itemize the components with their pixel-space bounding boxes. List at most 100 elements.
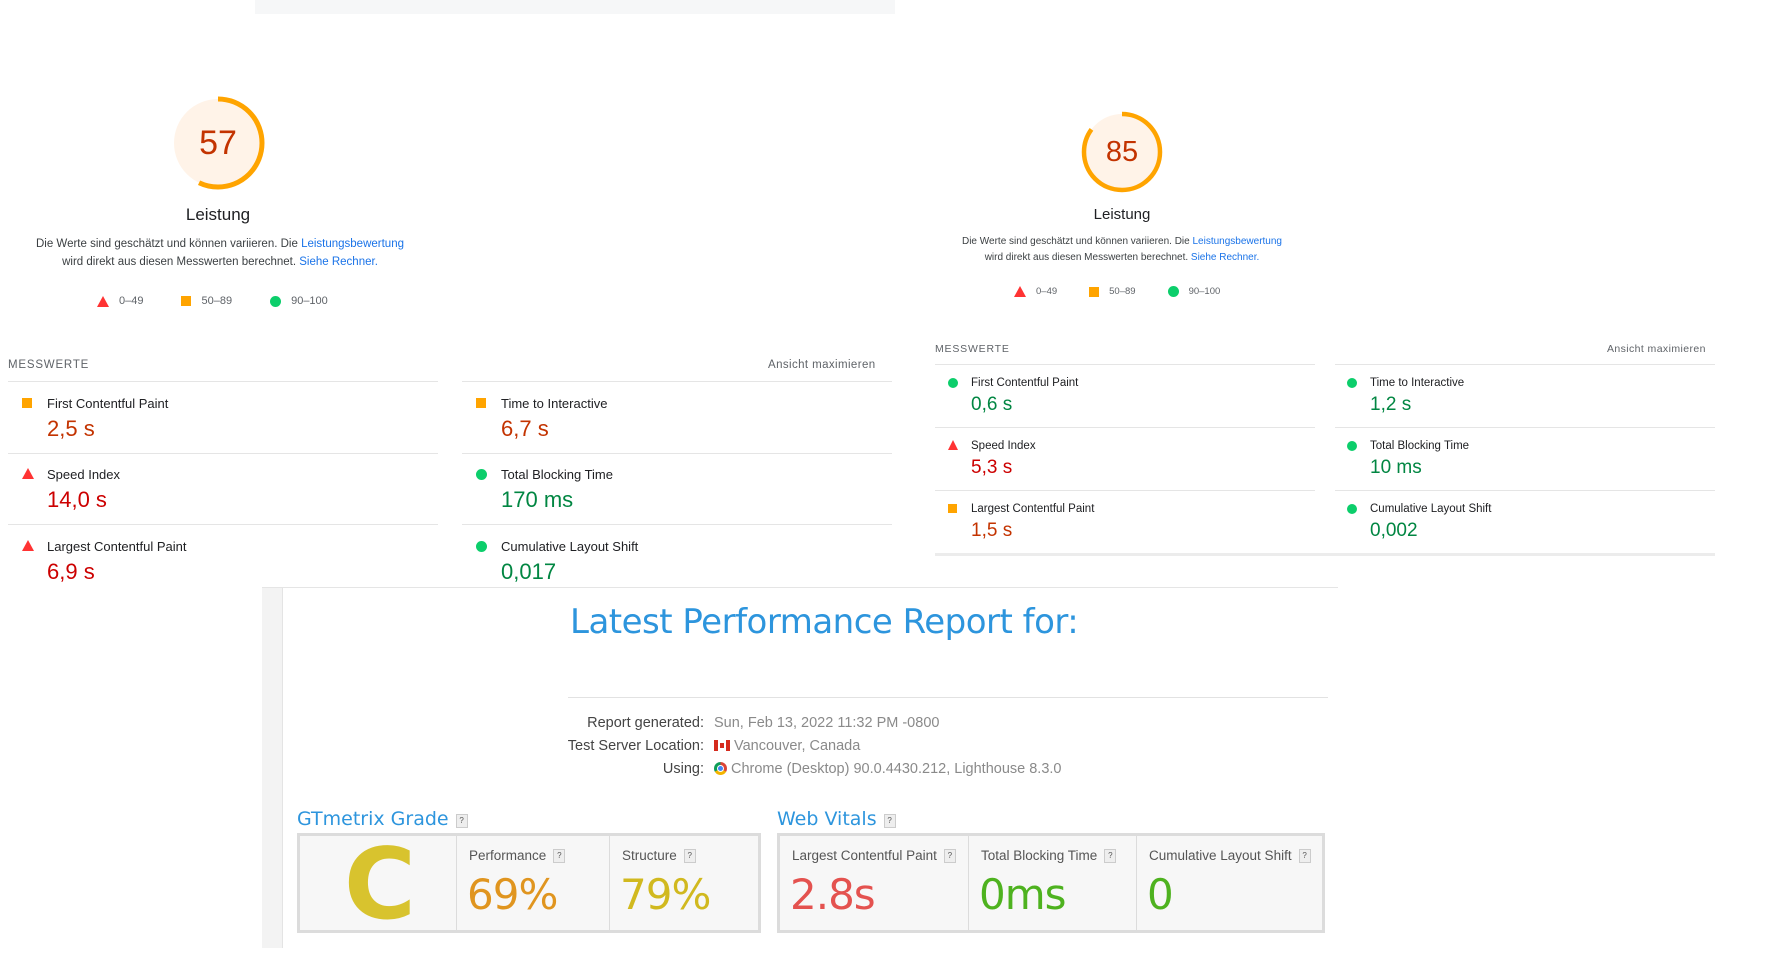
legend-pass: 90–100 <box>270 295 328 307</box>
metric-label: Time to Interactive <box>1370 377 1465 389</box>
calculator-link[interactable]: Siehe Rechner. <box>299 255 378 268</box>
metric-label: Time to Interactive <box>501 396 608 411</box>
pass-circle-icon <box>1347 378 1357 388</box>
calculator-link[interactable]: Siehe Rechner. <box>1190 251 1260 263</box>
fail-triangle-icon <box>22 540 34 551</box>
legend-average-label: 50–89 <box>1109 286 1136 297</box>
cell-header: Performance? <box>469 848 566 863</box>
metric-value: 0,6 s <box>971 394 1013 415</box>
legend-pass-label: 90–100 <box>1188 286 1221 297</box>
divider <box>935 427 1315 428</box>
lcp-value: 2.8s <box>790 870 876 919</box>
fail-triangle-icon <box>948 440 958 450</box>
help-icon[interactable]: ? <box>1298 849 1311 863</box>
using-row: Using: Chrome (Desktop) 90.0.4430.212, Li… <box>514 761 1062 777</box>
legend-average: 50–89 <box>181 295 232 307</box>
pass-circle-icon <box>476 541 487 552</box>
performance-value: 69% <box>467 870 558 919</box>
description: Die Werte sind geschätzt und können vari… <box>10 236 430 272</box>
lighthouse-panel-left: 57 Leistung Die Werte sind geschätzt und… <box>0 0 900 590</box>
divider <box>935 490 1315 491</box>
pass-circle-icon <box>476 469 487 480</box>
lcp-cell: Largest Contentful Paint? 2.8s <box>780 836 969 930</box>
score-value: 57 <box>199 124 237 162</box>
description-text-1: Die Werte sind geschätzt und können vari… <box>35 238 302 250</box>
web-vitals-title: Web Vitals <box>777 808 877 830</box>
divider <box>935 364 1315 365</box>
description-text-2: wird direkt aus diesen Messwerten berech… <box>984 251 1191 263</box>
gtmetrix-grade-heading: GTmetrix Grade? <box>297 808 468 830</box>
average-square-icon <box>22 398 32 408</box>
structure-cell: Structure? 79% <box>610 836 758 930</box>
gauge-ring <box>171 96 265 190</box>
metric-label: First Contentful Paint <box>47 396 169 411</box>
gtmetrix-top-border <box>262 587 1338 588</box>
help-icon[interactable]: ? <box>553 849 566 863</box>
fail-triangle-icon <box>22 468 34 479</box>
score-legend: 0–49 50–89 90–100 <box>1014 286 1258 297</box>
pass-circle-icon <box>1347 441 1357 451</box>
cls-label: Cumulative Layout Shift <box>1149 848 1292 863</box>
metric-label: First Contentful Paint <box>971 377 1079 389</box>
divider <box>8 381 438 382</box>
metric-label: Cumulative Layout Shift <box>501 539 639 554</box>
metrics-heading: MESSWERTE <box>8 359 90 371</box>
divider <box>8 453 438 454</box>
divider <box>568 697 1328 698</box>
metric-value: 6,9 s <box>47 559 95 584</box>
metric-label: Largest Contentful Paint <box>971 503 1095 515</box>
help-icon[interactable]: ? <box>1104 849 1117 863</box>
metric-label: Total Blocking Time <box>501 467 613 482</box>
description-text-2: wird direkt aus diesen Messwerten berech… <box>62 255 300 268</box>
metric-value: 5,3 s <box>971 457 1013 478</box>
info-key: Using: <box>662 761 704 777</box>
report-title: Latest Performance Report for: <box>570 602 1079 642</box>
metrics-heading: MESSWERTE <box>935 343 1010 355</box>
divider <box>1335 427 1715 428</box>
structure-label: Structure <box>622 848 677 863</box>
divider <box>1335 364 1715 365</box>
legend-fail-label: 0–49 <box>1036 286 1058 297</box>
divider <box>935 553 1715 556</box>
metric-value: 1,2 s <box>1370 394 1412 415</box>
cls-value: 0 <box>1147 870 1174 919</box>
grade-cell: C <box>300 828 457 942</box>
metric-label: Cumulative Layout Shift <box>1370 503 1492 515</box>
info-key: Test Server Location: <box>567 738 704 754</box>
metric-label: Largest Contentful Paint <box>47 539 187 554</box>
help-icon[interactable]: ? <box>943 849 956 863</box>
help-icon[interactable]: ? <box>455 814 468 828</box>
help-icon[interactable]: ? <box>683 849 696 863</box>
divider <box>462 453 892 454</box>
gtmetrix-grade-box: C Performance? 69% Structure? 79% <box>297 828 761 942</box>
scoring-link[interactable]: Leistungsbewertung <box>1192 236 1282 247</box>
divider <box>462 381 892 382</box>
fail-triangle-icon <box>97 295 109 307</box>
scoring-link[interactable]: Leistungsbewertung <box>301 238 404 250</box>
help-icon[interactable]: ? <box>883 814 896 828</box>
grade-letter: C <box>344 828 416 942</box>
category-title: Leistung <box>185 205 251 224</box>
metric-value: 1,5 s <box>971 520 1013 541</box>
cell-header: Largest Contentful Paint? <box>792 848 956 863</box>
info-value-wrap: Chrome (Desktop) 90.0.4430.212, Lighthou… <box>714 761 1062 777</box>
info-value: Vancouver, Canada <box>734 738 861 754</box>
metric-label: Speed Index <box>971 440 1036 452</box>
tbt-cell: Total Blocking Time? 0ms <box>969 836 1137 930</box>
fail-triangle-icon <box>1014 286 1026 297</box>
metric-label: Speed Index <box>47 467 121 482</box>
description: Die Werte sind geschätzt und können vari… <box>937 234 1307 265</box>
structure-value: 79% <box>620 870 711 919</box>
lighthouse-panel-right: 85 Leistung Die Werte sind geschätzt und… <box>915 0 1735 570</box>
pass-circle-icon <box>1347 504 1357 514</box>
pass-circle-icon <box>270 295 282 307</box>
legend-fail-label: 0–49 <box>119 295 144 307</box>
chrome-icon <box>714 762 727 775</box>
legend-pass: 90–100 <box>1167 286 1221 297</box>
gauge-ring <box>1081 111 1163 193</box>
maximize-view-toggle[interactable]: Ansicht maximieren <box>768 359 876 371</box>
tbt-label: Total Blocking Time <box>981 848 1098 863</box>
average-square-icon <box>181 296 192 306</box>
maximize-view-toggle[interactable]: Ansicht maximieren <box>1607 343 1706 355</box>
info-value-wrap: Vancouver, Canada <box>714 738 860 754</box>
